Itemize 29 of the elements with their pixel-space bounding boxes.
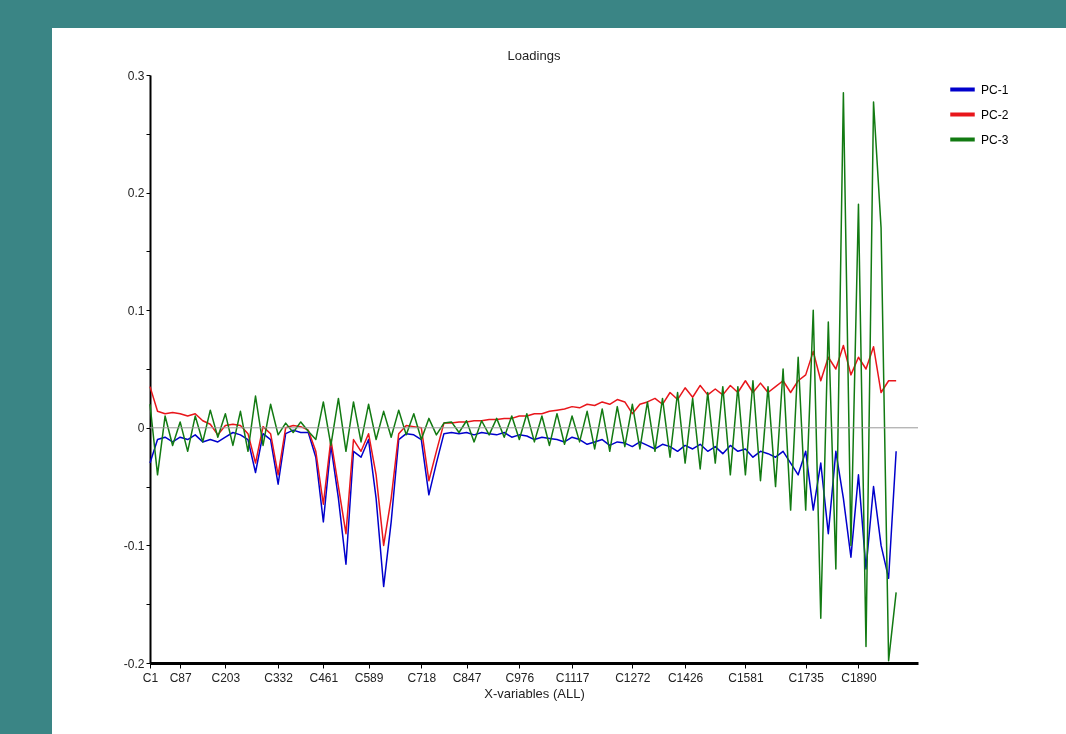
x-tick-label: C718: [407, 670, 437, 685]
x-tick-label: C1581: [728, 670, 764, 685]
x-tick-label: C847: [452, 670, 482, 685]
x-tick-label: C1735: [788, 670, 825, 685]
legend-label: PC-1: [981, 82, 1009, 97]
x-tick-label: C461: [309, 670, 339, 685]
x-tick-label: C589: [354, 670, 384, 685]
line-series: [149, 344, 897, 547]
x-tick-label: C1890: [841, 670, 877, 685]
x-tick-label: C1: [142, 670, 159, 685]
y-tick-label: 0: [137, 421, 145, 436]
y-tick-label: 0.1: [127, 303, 145, 318]
y-tick-label: 0.3: [127, 68, 145, 83]
x-tick-label: C1272: [615, 670, 651, 685]
y-tick-label: -0.1: [123, 538, 145, 553]
y-tick-label: 0.2: [127, 186, 145, 201]
x-tick-label: C1426: [667, 670, 704, 685]
legend-label: PC-2: [981, 107, 1009, 122]
x-tick-label: C332: [264, 670, 294, 685]
x-axis-title: X-variables (ALL): [484, 685, 585, 701]
chart-title: Loadings: [507, 48, 561, 63]
y-tick-label: -0.2: [123, 656, 145, 671]
x-tick-label: C976: [505, 670, 535, 685]
x-tick-label: C1117: [555, 670, 590, 685]
x-tick-label: C87: [169, 670, 192, 685]
line-series: [149, 429, 897, 588]
legend-label: PC-3: [981, 132, 1009, 147]
x-tick-label: C203: [211, 670, 241, 685]
line-series: [149, 91, 897, 662]
